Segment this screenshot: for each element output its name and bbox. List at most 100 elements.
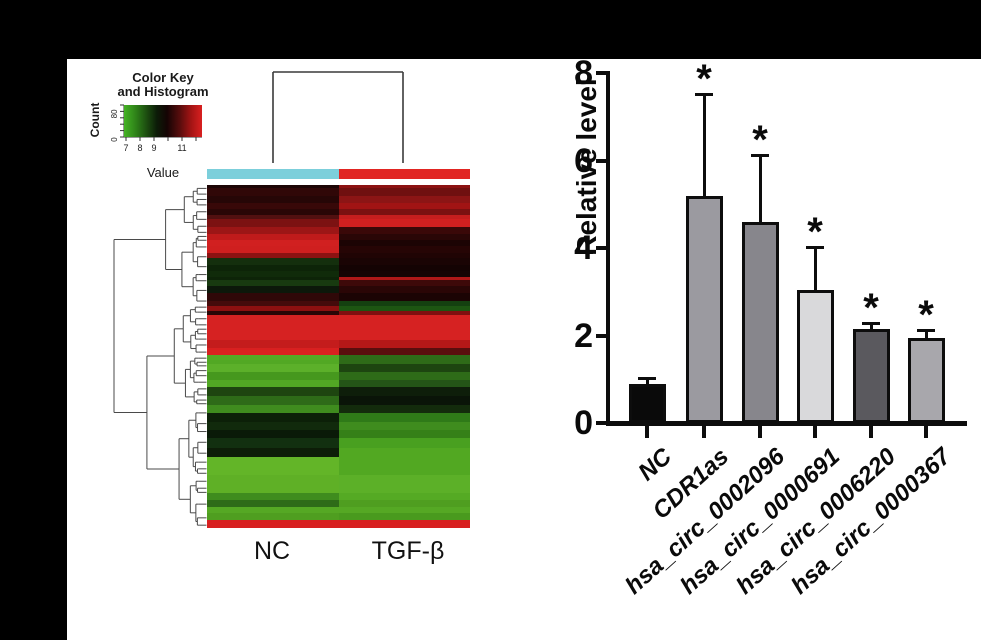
heatmap-cell-nc (207, 513, 339, 520)
error-bar-cap (638, 377, 656, 381)
heatmap-row (207, 265, 470, 271)
count-tick-label: 80 (110, 109, 119, 118)
heatmap-row (207, 493, 470, 500)
heatmap-cell-nc (207, 457, 339, 475)
heatmap-cell-nc (207, 448, 339, 457)
heatmap-row (207, 315, 470, 340)
heatmap-cell-nc (207, 265, 339, 271)
heatmap-row (207, 413, 470, 422)
heatmap-row (207, 185, 470, 188)
heatmap-cell-tgf (338, 258, 470, 265)
y-axis-tick (596, 421, 607, 425)
heatmap-row (207, 422, 470, 430)
error-bar-line (813, 245, 817, 290)
y-tick-label: 8 (574, 54, 593, 92)
heatmap-cell-tgf (338, 234, 470, 240)
heatmap-cell-nc (207, 196, 339, 203)
heatmap-cell-nc (207, 520, 339, 528)
error-bar-cap (862, 321, 880, 325)
heatmap-row (207, 396, 470, 405)
heatmap-cell-tgf (338, 422, 470, 430)
heatmap-row (207, 507, 470, 513)
heatmap-cell-tgf (338, 271, 470, 277)
x-axis-tick (813, 426, 817, 438)
column-group-bar-tgf (338, 169, 470, 179)
heatmap-cell-tgf (338, 227, 470, 234)
heatmap-cell-nc (207, 240, 339, 246)
y-axis-tick (596, 71, 607, 75)
heatmap-cell-tgf (338, 301, 470, 306)
heatmap-cell-tgf (338, 306, 470, 311)
heatmap-cell-nc (207, 215, 339, 219)
heatmap-cell-nc (207, 475, 339, 493)
heatmap-cell-nc (207, 271, 339, 277)
x-axis-tick (702, 426, 706, 438)
x-axis-tick (758, 426, 762, 438)
heatmap-cell-nc (207, 340, 339, 348)
error-bar-line (645, 377, 649, 384)
heatmap-row (207, 240, 470, 246)
heatmap-row (207, 234, 470, 240)
heatmap-cell-tgf (338, 413, 470, 422)
heatmap-row (207, 520, 470, 528)
heatmap-cell-tgf (338, 277, 470, 280)
heatmap-cell-nc (207, 306, 339, 311)
heatmap-cell-tgf (338, 500, 470, 507)
heatmap-cell-tgf (338, 493, 470, 500)
heatmap-cell-tgf (338, 185, 470, 188)
bar-NC (628, 383, 666, 423)
heatmap (207, 185, 470, 528)
y-tick-label: 0 (574, 404, 593, 442)
heatmap-cell-nc (207, 188, 339, 196)
heatmap-cell-tgf (338, 475, 470, 493)
error-bar-line (869, 321, 873, 329)
error-bar-line (702, 92, 706, 196)
heatmap-cell-tgf (338, 355, 470, 364)
column-group-bar-nc (207, 169, 339, 179)
x-axis (606, 421, 967, 426)
heatmap-cell-nc (207, 203, 339, 209)
heatmap-row (207, 340, 470, 348)
value-tick-label: 9 (151, 143, 156, 153)
heatmap-row (207, 430, 470, 438)
heatmap-row (207, 372, 470, 380)
heatmap-cell-nc (207, 500, 339, 507)
heatmap-row (207, 196, 470, 203)
heatmap-cell-nc (207, 293, 339, 301)
bar-hsa_circ_0006220 (852, 328, 890, 423)
figure-paper: 0 80 7 8 9 11 Color Key and Histogram Count V… (67, 54, 981, 640)
heatmap-cell-tgf (338, 246, 470, 253)
count-tick-label: 0 (110, 137, 119, 142)
bar-CDR1as (685, 195, 723, 423)
heatmap-cell-nc (207, 315, 339, 340)
heatmap-cell-nc (207, 380, 339, 387)
heatmap-row (207, 246, 470, 253)
heatmap-cell-nc (207, 311, 339, 315)
heatmap-row (207, 227, 470, 234)
heatmap-cell-tgf (338, 438, 470, 448)
heatmap-cell-tgf (338, 253, 470, 258)
heatmap-cell-nc (207, 438, 339, 448)
heatmap-row (207, 380, 470, 387)
heatmap-row (207, 219, 470, 227)
heatmap-cell-tgf (338, 188, 470, 196)
heatmap-cell-nc (207, 348, 339, 355)
heatmap-cell-nc (207, 246, 339, 253)
y-axis (606, 71, 610, 425)
heatmap-row (207, 364, 470, 372)
heatmap-cell-nc (207, 301, 339, 306)
heatmap-cell-nc (207, 355, 339, 364)
heatmap-cell-tgf (338, 372, 470, 380)
heatmap-cell-tgf (338, 315, 470, 340)
heatmap-row (207, 301, 470, 306)
heatmap-cell-nc (207, 286, 339, 293)
heatmap-cell-tgf (338, 219, 470, 227)
heatmap-cell-tgf (338, 311, 470, 315)
value-tick-label: 7 (123, 143, 128, 153)
heatmap-row (207, 306, 470, 311)
heatmap-cell-tgf (338, 280, 470, 286)
significance-star: * (863, 285, 879, 330)
error-bar-cap (806, 245, 824, 249)
heatmap-col-label-nc: NC (253, 537, 291, 565)
heatmap-col-label-tgf: TGF-β (371, 537, 445, 565)
